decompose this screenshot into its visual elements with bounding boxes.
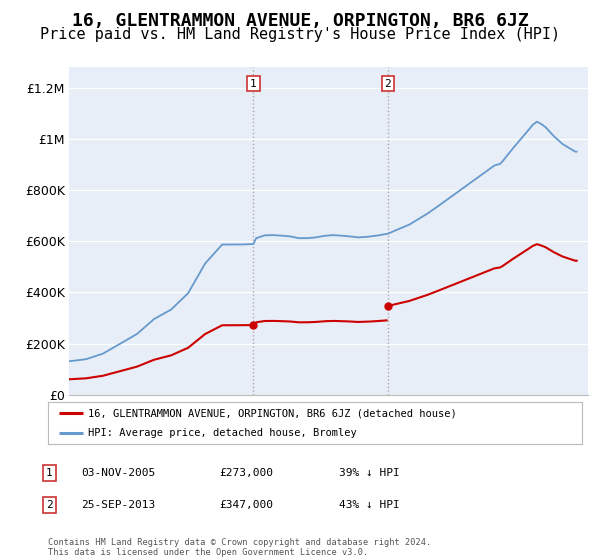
Text: 25-SEP-2013: 25-SEP-2013 bbox=[81, 500, 155, 510]
Text: £273,000: £273,000 bbox=[219, 468, 273, 478]
Text: 2: 2 bbox=[385, 78, 391, 88]
Text: 43% ↓ HPI: 43% ↓ HPI bbox=[339, 500, 400, 510]
Text: 39% ↓ HPI: 39% ↓ HPI bbox=[339, 468, 400, 478]
Text: HPI: Average price, detached house, Bromley: HPI: Average price, detached house, Brom… bbox=[88, 428, 357, 437]
Text: £347,000: £347,000 bbox=[219, 500, 273, 510]
Text: 1: 1 bbox=[46, 468, 53, 478]
Text: 1: 1 bbox=[250, 78, 257, 88]
Text: 16, GLENTRAMMON AVENUE, ORPINGTON, BR6 6JZ: 16, GLENTRAMMON AVENUE, ORPINGTON, BR6 6… bbox=[71, 12, 529, 30]
Text: 03-NOV-2005: 03-NOV-2005 bbox=[81, 468, 155, 478]
Text: Contains HM Land Registry data © Crown copyright and database right 2024.
This d: Contains HM Land Registry data © Crown c… bbox=[48, 538, 431, 557]
Text: 2: 2 bbox=[46, 500, 53, 510]
Text: 16, GLENTRAMMON AVENUE, ORPINGTON, BR6 6JZ (detached house): 16, GLENTRAMMON AVENUE, ORPINGTON, BR6 6… bbox=[88, 408, 457, 418]
Text: Price paid vs. HM Land Registry's House Price Index (HPI): Price paid vs. HM Land Registry's House … bbox=[40, 27, 560, 42]
